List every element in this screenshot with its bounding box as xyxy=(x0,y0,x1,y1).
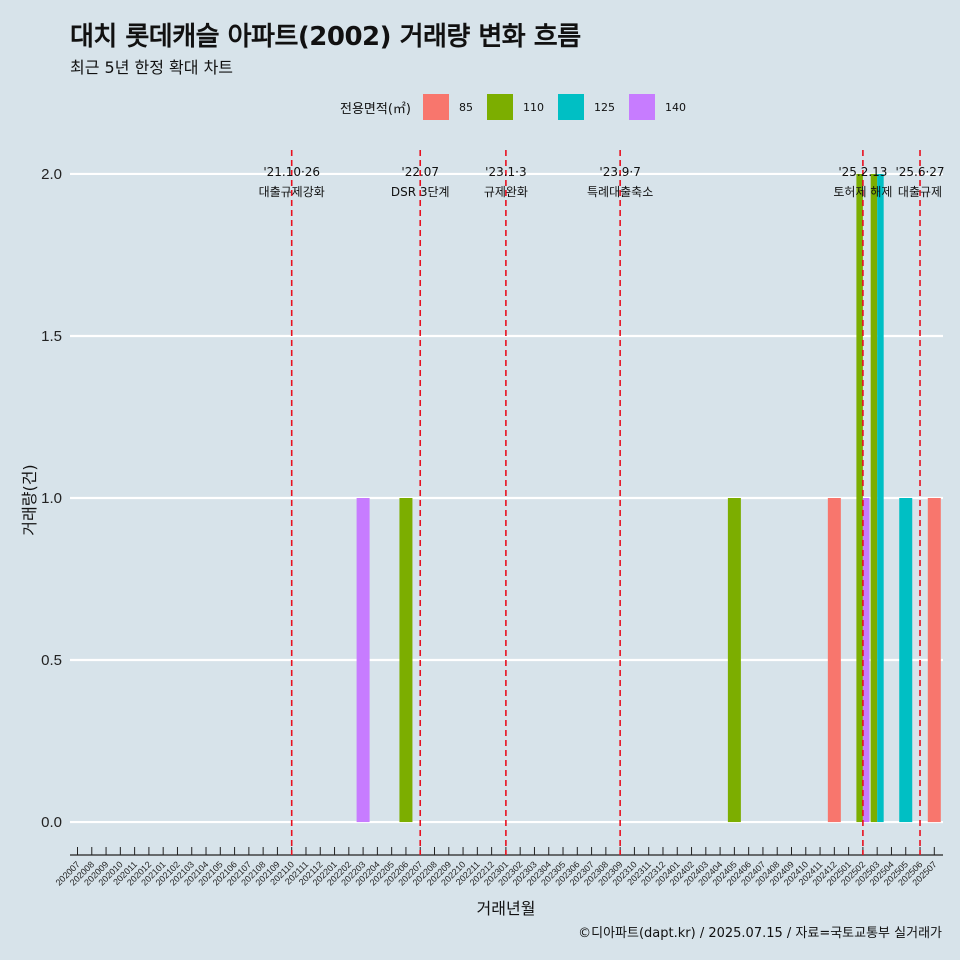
event-desc-label: 대출규제강화 xyxy=(259,185,325,199)
event-date-label: '22.07 xyxy=(401,165,439,179)
event-date-label: '21.10·26 xyxy=(263,165,320,179)
legend-item-110: 110 xyxy=(486,94,544,120)
y-tick-label: 2.0 xyxy=(41,166,62,183)
bar-202412-85 xyxy=(827,498,841,823)
legend-swatch-110 xyxy=(486,94,513,120)
legend: 전용면적(㎡) 85 110 125 140 xyxy=(340,93,700,121)
event-desc-label: 대출규제 xyxy=(898,185,942,199)
caption: ©디아파트(dapt.kr) / 2025.07.15 / 자료=국토교통부 실… xyxy=(578,926,942,941)
bar-202505-125 xyxy=(899,498,913,823)
event-date-label: '25.2.13 xyxy=(838,165,887,179)
legend-label-125: 125 xyxy=(593,100,615,114)
y-axis-title: 거래량(건) xyxy=(20,464,39,535)
legend-swatch-125 xyxy=(557,94,584,120)
legend-item-125: 125 xyxy=(557,94,615,120)
bar-202503-110 xyxy=(870,173,878,823)
legend-label-140: 140 xyxy=(664,100,686,114)
event-desc-label: 토허제 해제 xyxy=(833,185,892,199)
event-desc-label: 특례대출축소 xyxy=(587,185,653,199)
chart-subtitle: 최근 5년 한정 확대 차트 xyxy=(70,58,234,77)
legend-swatch-85 xyxy=(422,94,449,120)
legend-label-110: 110 xyxy=(522,100,544,114)
bar-202502-110 xyxy=(856,173,863,823)
event-date-label: '25.6·27 xyxy=(895,165,944,179)
bar-202405-110 xyxy=(727,498,741,823)
legend-label-85: 85 xyxy=(458,100,473,114)
x-axis-title: 거래년월 xyxy=(477,899,536,918)
y-tick-label: 0.5 xyxy=(41,652,62,669)
legend-item-140: 140 xyxy=(628,94,686,120)
chart-title: 대치 롯데캐슬 아파트(2002) 거래량 변화 흐름 xyxy=(70,22,581,52)
bar-202507-85 xyxy=(927,498,941,823)
y-tick-label: 1.0 xyxy=(41,490,62,507)
bar-202206-110 xyxy=(399,498,413,823)
y-tick-label: 0.0 xyxy=(41,814,62,831)
legend-item-85: 85 xyxy=(422,94,473,120)
legend-swatch-140 xyxy=(628,94,655,120)
event-desc-label: DSR 3단계 xyxy=(391,185,450,199)
bar-202502-140 xyxy=(862,498,870,823)
event-desc-label: 규제완화 xyxy=(484,185,528,199)
event-date-label: '23.1·3 xyxy=(485,165,526,179)
y-tick-label: 1.5 xyxy=(41,328,62,345)
bar-202203-140 xyxy=(356,498,370,823)
bar-202503-125 xyxy=(877,173,884,823)
legend-title: 전용면적(㎡) xyxy=(340,101,411,117)
event-date-label: '23.9·7 xyxy=(599,165,640,179)
